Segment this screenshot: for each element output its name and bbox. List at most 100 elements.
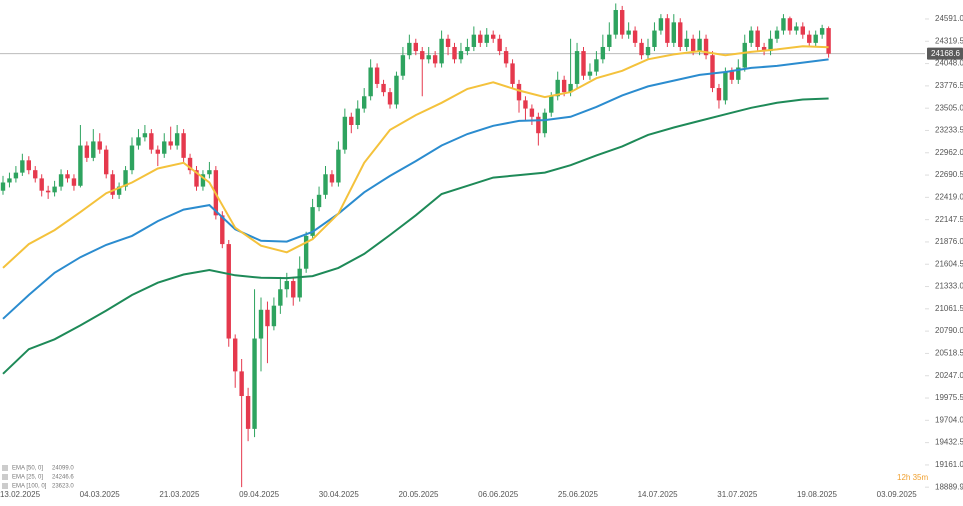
y-tick-label: 21876.0 (935, 237, 963, 246)
candle-body (781, 18, 786, 31)
candle-body (658, 18, 664, 31)
x-tick-label: 21.03.2025 (159, 490, 200, 499)
candle-body (703, 38, 709, 56)
candle-body (761, 46, 767, 52)
candle-body (574, 51, 580, 84)
x-tick-label: 31.07.2025 (717, 490, 758, 499)
candle-body (652, 30, 657, 47)
y-tick-label: 19161.0 (935, 460, 963, 469)
candle-body (420, 51, 425, 60)
y-tick-label: 20790.0 (935, 326, 963, 335)
candle-body (162, 141, 167, 154)
legend-value: 24099.0 (52, 466, 74, 472)
candle-body (581, 51, 586, 76)
y-tick-label: 21604.5 (935, 259, 963, 268)
candle-body (316, 194, 322, 208)
candle-body (116, 186, 122, 195)
y-tick-label: 21061.5 (935, 304, 963, 313)
candle-body (297, 268, 302, 298)
candle-body (503, 51, 509, 64)
candle-body (800, 26, 805, 35)
candle-body (755, 30, 760, 47)
candle-body (413, 42, 418, 52)
candle-body (813, 34, 818, 43)
candle-body (736, 67, 741, 80)
candle-body (749, 30, 754, 43)
candle-body (684, 38, 689, 47)
candle-body (226, 244, 231, 339)
x-tick-label: 19.08.2025 (797, 490, 838, 499)
candle-body (136, 137, 141, 146)
candle-body (491, 34, 496, 39)
ema-line (2, 58, 829, 320)
candle-body (639, 42, 644, 56)
y-tick-label: 22419.0 (935, 192, 963, 201)
price-tag (927, 47, 963, 60)
x-tick-label: 09.04.2025 (239, 490, 280, 499)
candle-body (568, 83, 573, 93)
candle-body (271, 305, 277, 327)
candle-body (561, 79, 567, 93)
candle-body (187, 157, 193, 171)
candle-body (174, 133, 180, 146)
candle-body (368, 67, 373, 97)
candle-body (52, 186, 57, 193)
candle-body (620, 10, 625, 35)
candle-body (794, 26, 799, 31)
legend-value: 24246.6 (52, 475, 74, 481)
candle-body (329, 174, 335, 183)
candle-body (394, 75, 399, 105)
candle-body (355, 108, 360, 125)
candle-body (458, 51, 464, 60)
x-tick-label: 13.02.2025 (0, 490, 41, 499)
candle-body (39, 178, 44, 191)
y-tick-label: 20518.5 (935, 349, 963, 358)
x-tick-label: 14.07.2025 (638, 490, 679, 499)
candle-body (33, 170, 38, 179)
candle-body (497, 38, 502, 52)
candle-body (303, 235, 309, 269)
candle-body (678, 22, 683, 47)
candle-body (510, 63, 515, 84)
candle-body (291, 281, 296, 298)
price-tag-label: 24168.6 (931, 49, 960, 58)
candle-body (465, 46, 470, 52)
candle-body (110, 174, 115, 195)
candle-body (536, 116, 541, 134)
ema-line (2, 97, 829, 375)
candle-body (549, 96, 554, 113)
candle-body (342, 116, 348, 150)
candle-body (20, 160, 25, 173)
candle-body (65, 174, 70, 179)
legend-icon (2, 474, 8, 480)
candle-body (555, 79, 560, 97)
y-tick-label: 22690.5 (935, 170, 963, 179)
candle-body (529, 108, 535, 117)
candle-body (723, 71, 728, 101)
candle-body (149, 133, 154, 150)
candle-body (58, 174, 64, 187)
y-tick-label: 24319.5 (935, 36, 963, 45)
candle-body (432, 55, 438, 64)
x-tick-label: 30.04.2025 (319, 490, 360, 499)
candle-body (445, 38, 451, 47)
candle-body (690, 38, 696, 52)
candle-body (284, 281, 289, 290)
y-tick-label: 22147.5 (935, 215, 963, 224)
candle-body (181, 133, 186, 158)
candle-body (362, 96, 367, 109)
candle-body (239, 371, 244, 397)
candle-body (0, 182, 6, 191)
candle-body (155, 149, 160, 154)
y-tick-label: 18889.9 (935, 482, 963, 491)
candle-body (613, 10, 618, 35)
candle-body (233, 338, 238, 372)
candle-body (78, 145, 83, 186)
candle-body (671, 22, 676, 43)
candle-body (374, 67, 380, 84)
candle-body (439, 38, 444, 64)
candle-body (787, 18, 793, 31)
y-tick-label: 20247.0 (935, 371, 963, 380)
